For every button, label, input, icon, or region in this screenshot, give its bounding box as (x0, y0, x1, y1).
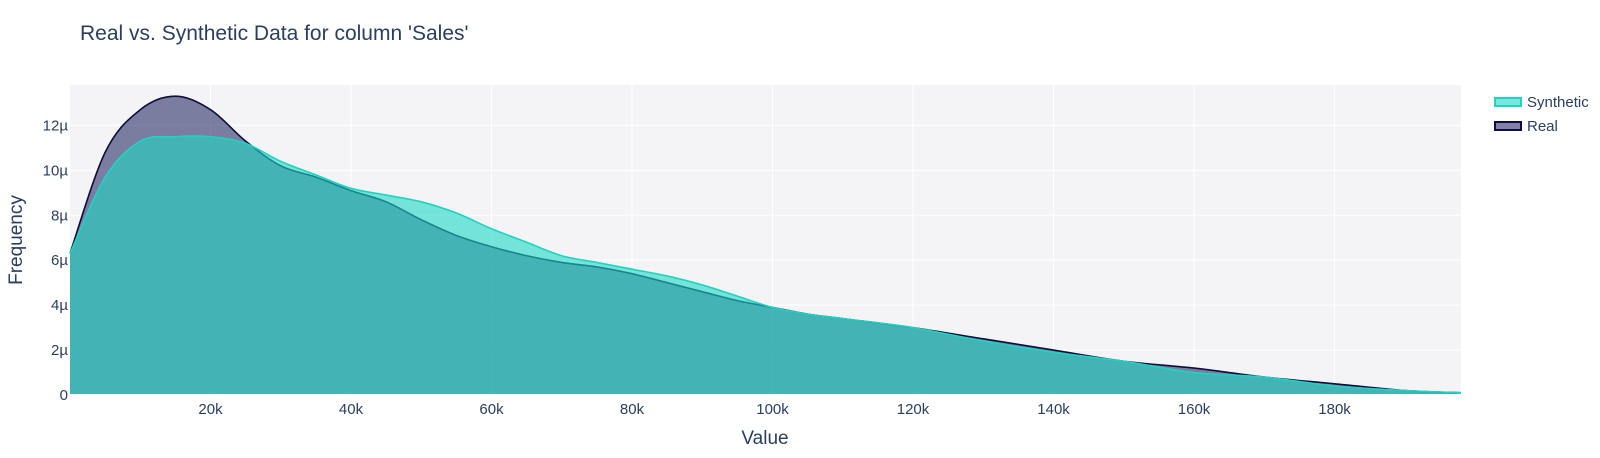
x-tick-label: 20k (198, 401, 223, 418)
legend-swatch-synthetic (1494, 97, 1522, 107)
series-line-synthetic (69, 135, 1462, 394)
legend-label-real: Real (1527, 118, 1558, 135)
y-tick-label: 10µ (43, 162, 69, 179)
legend-item-synthetic[interactable]: Synthetic (1494, 94, 1589, 111)
x-tick-label: 180k (1318, 401, 1351, 418)
y-tick-label: 4µ (51, 297, 68, 314)
axes: 20k 40k 60k 80k 100k 120k 140k 160k 180k 0 2µ 4µ 6µ 8… (43, 117, 1461, 418)
legend-item-real[interactable]: Real (1494, 118, 1558, 135)
legend-label-synthetic: Synthetic (1527, 94, 1589, 111)
series-area (69, 95, 1462, 395)
x-tick-label: 80k (620, 401, 645, 418)
legend[interactable]: Synthetic Real (1494, 94, 1589, 135)
x-tick-label: 140k (1037, 401, 1070, 418)
y-tick-label: 6µ (51, 252, 68, 269)
x-tick-label: 40k (339, 401, 364, 418)
x-tick-label: 160k (1178, 401, 1211, 418)
y-tick-label: 12µ (43, 117, 69, 134)
x-axis-title: Value (741, 428, 788, 449)
y-tick-label: 8µ (51, 207, 68, 224)
chart-title: Real vs. Synthetic Data for column 'Sale… (80, 22, 469, 45)
series-area-synthetic (70, 135, 1461, 395)
y-axis-title: Frequency (6, 195, 27, 285)
y-tick-label: 2µ (51, 342, 68, 359)
x-tick-label: 100k (756, 401, 789, 418)
y-tick-label: 0 (60, 387, 68, 404)
x-tick-label: 120k (897, 401, 930, 418)
legend-swatch-real (1494, 121, 1522, 131)
x-tick-label: 60k (479, 401, 504, 418)
